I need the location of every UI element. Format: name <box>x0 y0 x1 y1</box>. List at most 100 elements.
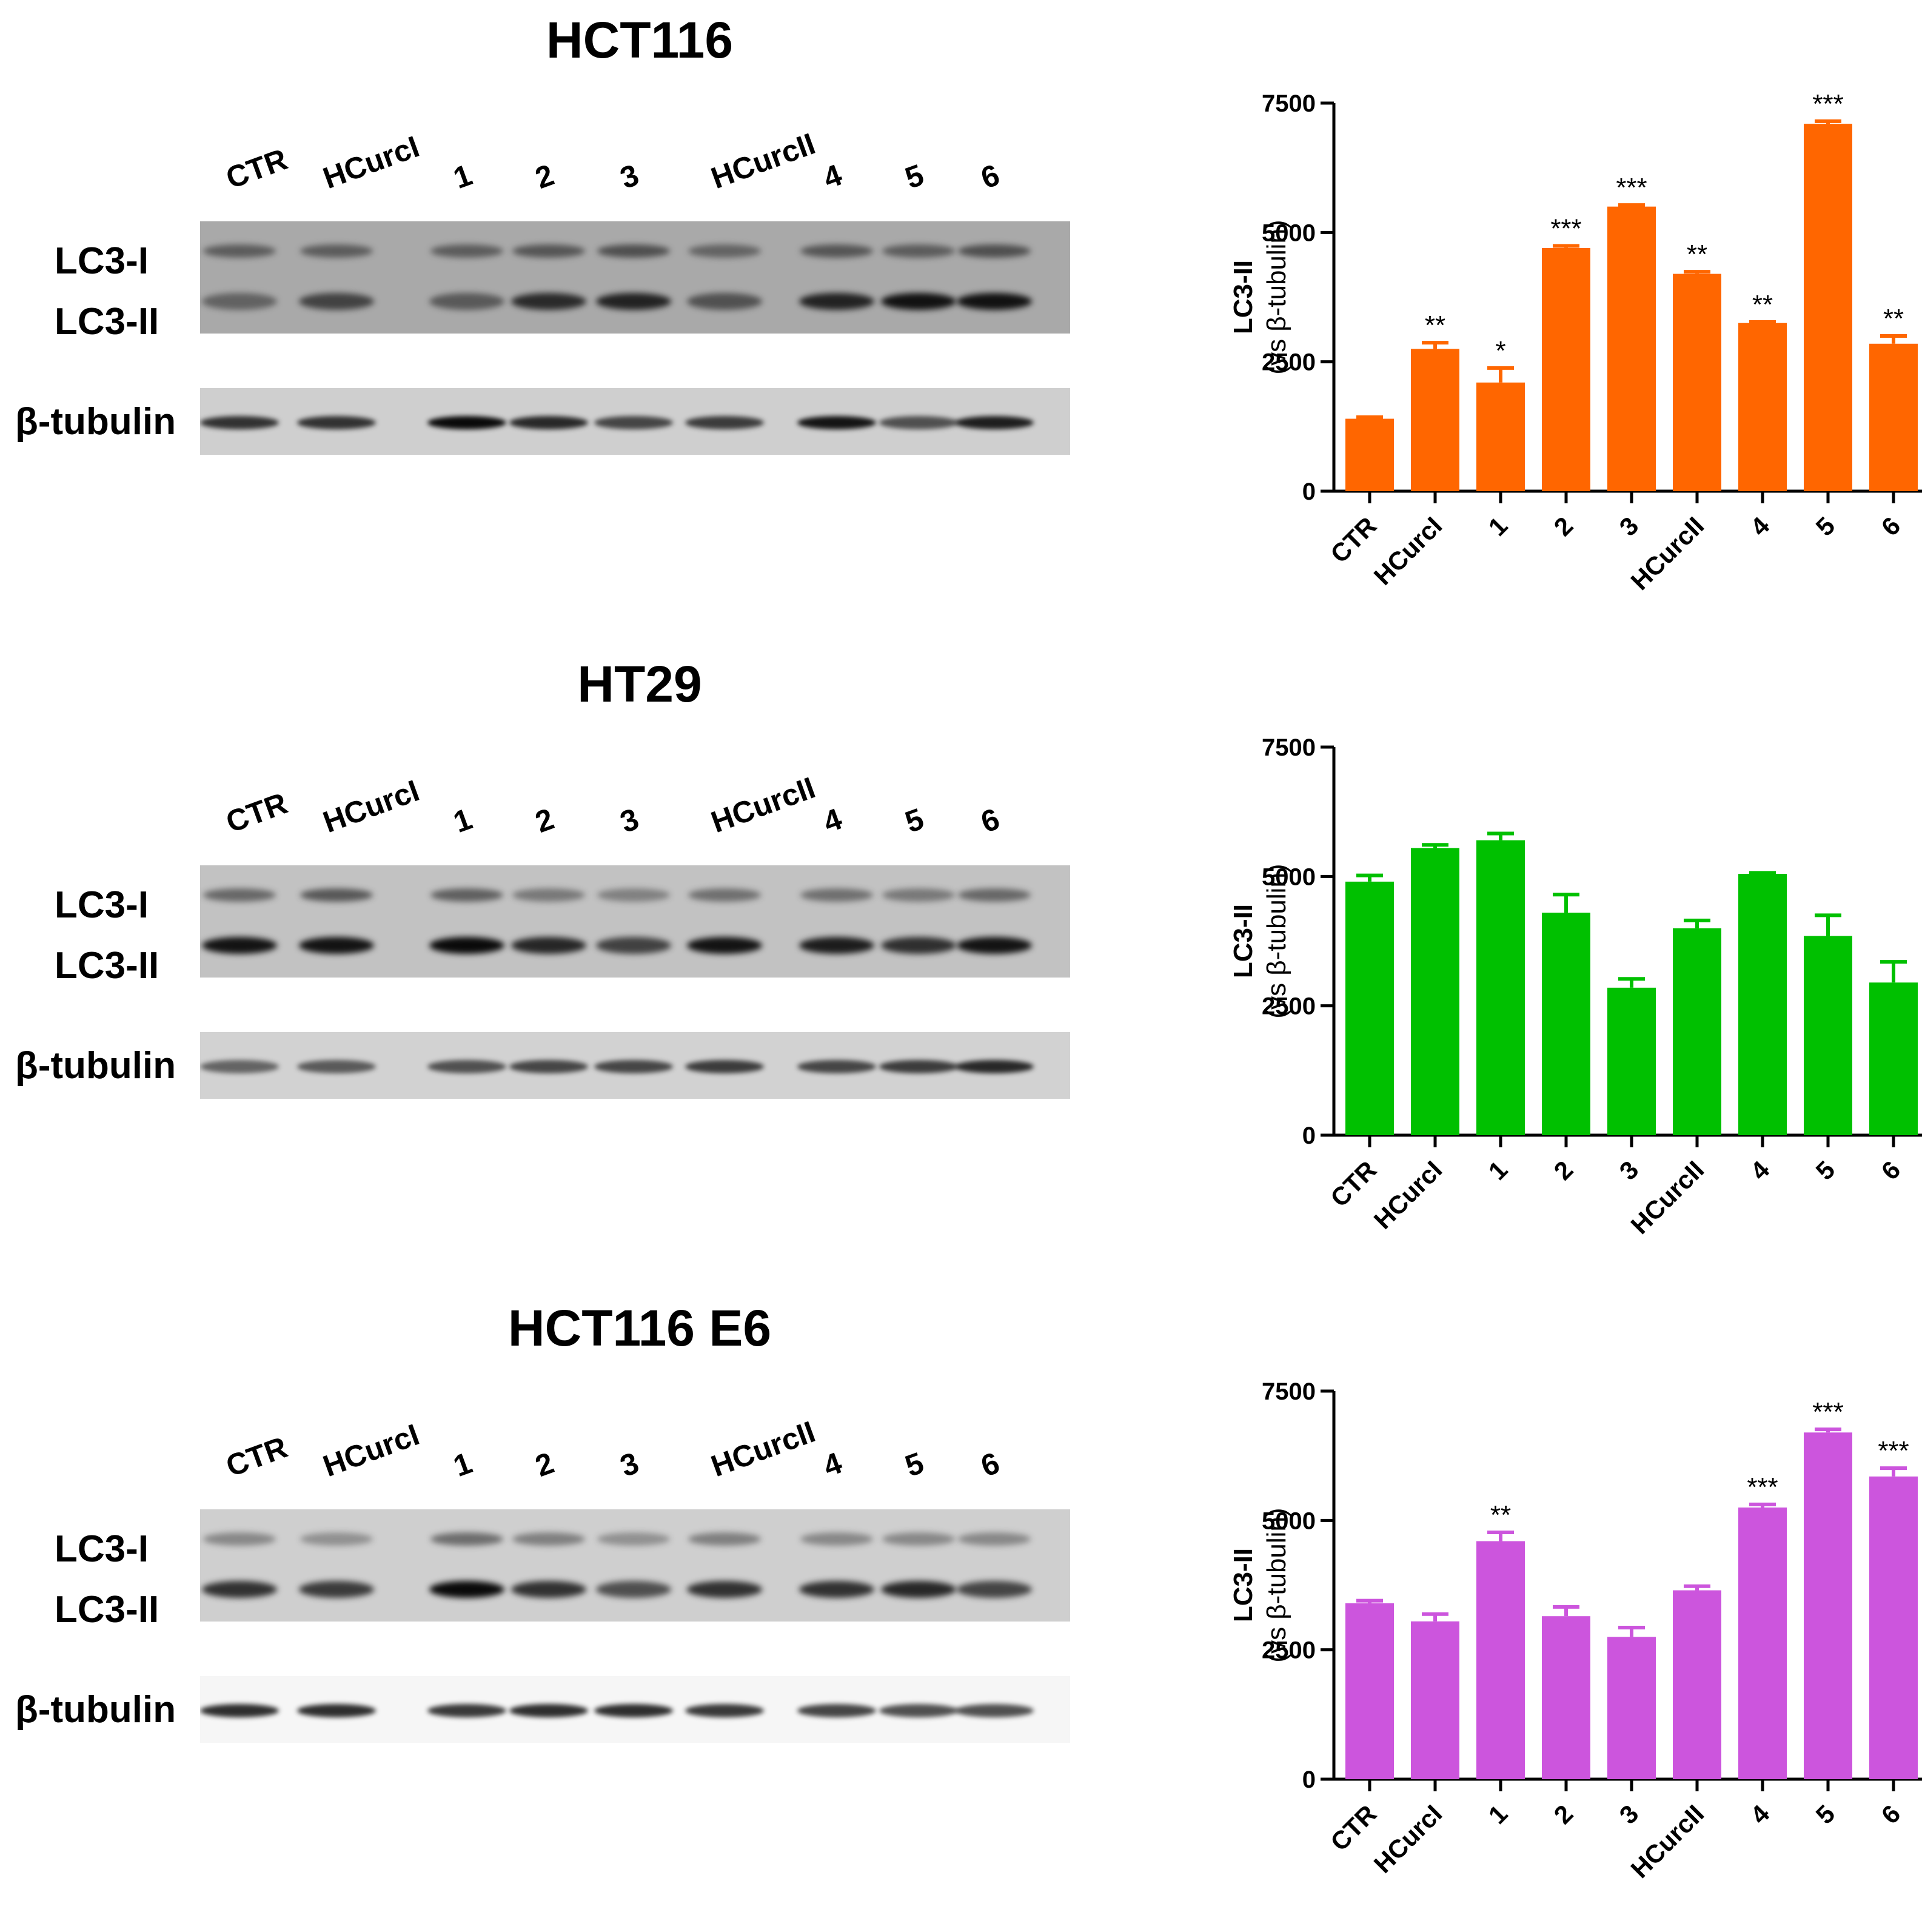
bar <box>1738 1508 1787 1779</box>
lc3-blot <box>200 865 1070 978</box>
band-label-lc3_ii: LC3-II <box>55 301 159 343</box>
panel-title: HCT116 E6 <box>507 1300 772 1357</box>
lane-label: HCurcI <box>318 1417 424 1484</box>
x-tick-label: 5 <box>1810 1155 1841 1186</box>
bar <box>1411 1621 1459 1779</box>
y-tick-label: 2500 <box>1262 1637 1316 1664</box>
panel-title: HCT116 <box>546 12 734 69</box>
bar <box>1804 124 1852 492</box>
bar <box>1673 928 1721 1135</box>
tubulin-band <box>509 1704 588 1717</box>
tubulin-blot <box>200 1676 1070 1743</box>
lc3-i-band <box>203 244 276 258</box>
x-tick-label: 3 <box>1614 1155 1644 1186</box>
y-axis-label-units: (vs β-tubulin) <box>1262 864 1291 1018</box>
lc3-ii-band <box>511 1581 586 1598</box>
tubulin-band <box>879 416 958 429</box>
lc3-ii-band <box>511 937 586 954</box>
lc3-i-band <box>512 888 585 902</box>
bar <box>1738 323 1787 491</box>
lane-label: 1 <box>449 801 477 840</box>
lane-label: 4 <box>819 801 846 840</box>
tubulin-band <box>685 416 764 429</box>
lc3-blot <box>200 1509 1070 1622</box>
lc3-ii-band <box>687 937 762 954</box>
lane-label: HCurcI <box>318 773 424 840</box>
lane-label: 2 <box>531 1445 558 1484</box>
lc3-ii-band <box>596 937 671 954</box>
significance-label: ** <box>1752 290 1773 320</box>
lc3-i-band <box>300 888 373 902</box>
tubulin-band <box>797 1060 876 1073</box>
tubulin-band <box>427 1060 506 1073</box>
x-tick-label: 1 <box>1483 1799 1513 1830</box>
bar <box>1804 936 1852 1135</box>
y-tick-label: 2500 <box>1262 349 1316 376</box>
lc3-ii-band <box>957 937 1032 954</box>
band-label-lc3_i: LC3-I <box>55 240 149 282</box>
x-tick-label: CTR <box>1325 511 1382 568</box>
lc3-ii-band <box>799 1581 874 1598</box>
lane-label: HCurcII <box>706 1414 820 1484</box>
tubulin-band <box>200 1704 279 1717</box>
lc3-i-band <box>688 1532 761 1546</box>
bar <box>1542 1616 1590 1779</box>
significance-label: *** <box>1747 1472 1778 1502</box>
x-tick-label: 4 <box>1745 1799 1775 1830</box>
bar <box>1673 1590 1721 1779</box>
tubulin-band <box>797 1704 876 1717</box>
lane-label: 1 <box>449 1445 477 1484</box>
panel-2: HT29 CTR HCurcI 1 2 3 HCurcII 4 5 6 LC3-I LC3-II β-t… <box>0 644 1922 1288</box>
x-tick-label: 4 <box>1745 1155 1775 1186</box>
bar <box>1345 1603 1394 1779</box>
band-label-tubulin: β-tubulin <box>15 401 176 443</box>
tubulin-band <box>955 1704 1034 1717</box>
lane-label: CTR <box>221 1430 292 1484</box>
bar <box>1476 1541 1525 1779</box>
lc3-i-band <box>597 1532 670 1546</box>
lc3-i-band <box>800 888 873 902</box>
y-axis-label: LC3-II <box>1228 904 1258 978</box>
lane-label: 4 <box>819 157 846 196</box>
x-tick-label: 5 <box>1810 511 1841 542</box>
lc3-i-band <box>203 888 276 902</box>
tubulin-band <box>685 1704 764 1717</box>
y-tick-label: 0 <box>1302 1122 1316 1149</box>
x-tick-label: 1 <box>1483 511 1513 542</box>
lane-label: 6 <box>976 801 1004 840</box>
tubulin-band <box>297 1704 376 1717</box>
tubulin-band <box>509 1060 588 1073</box>
lc3-ii-band <box>957 293 1032 310</box>
panel-1: HCT116 CTR HCurcI 1 2 3 HCurcII 4 5 6 LC3-I LC3-II β… <box>0 0 1922 644</box>
x-tick-label: HCurcI <box>1368 1155 1448 1235</box>
lc3-ii-band <box>799 937 874 954</box>
lane-label: 6 <box>976 1445 1004 1484</box>
lc3-i-band <box>800 244 873 258</box>
tubulin-band <box>594 416 673 429</box>
band-label-tubulin: β-tubulin <box>15 1689 176 1731</box>
tubulin-band <box>200 1060 279 1073</box>
lc3-ii-band <box>202 293 277 310</box>
lc3-ii-band <box>596 1581 671 1598</box>
lane-label: 3 <box>615 157 643 196</box>
x-tick-label: 3 <box>1614 511 1644 542</box>
lane-label: HCurcII <box>706 770 820 840</box>
bar <box>1476 382 1525 491</box>
band-label-lc3_i: LC3-I <box>55 1528 149 1570</box>
lc3-i-band <box>882 888 955 902</box>
lc3-i-band <box>300 1532 373 1546</box>
lc3-i-band <box>958 244 1031 258</box>
lane-label: 5 <box>900 157 928 196</box>
x-tick-label: 6 <box>1876 1799 1906 1830</box>
y-axis-label-units: (vs β-tubulin) <box>1262 220 1291 374</box>
lc3-ii-band <box>687 1581 762 1598</box>
lane-label: 6 <box>976 157 1004 196</box>
x-tick-label: CTR <box>1325 1799 1382 1856</box>
lc3-i-band <box>688 888 761 902</box>
lane-label: 1 <box>449 157 477 196</box>
bar <box>1607 987 1656 1135</box>
x-tick-label: CTR <box>1325 1155 1382 1212</box>
lc3-i-band <box>512 244 585 258</box>
